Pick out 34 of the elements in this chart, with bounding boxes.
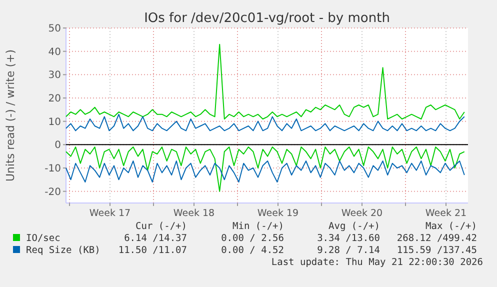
text: Last update: Thu May 21 22:00:30 2026: [271, 257, 484, 268]
text: Min (-/+): [232, 221, 284, 232]
x-tick-label: Week 17: [89, 208, 131, 219]
text: 0.00 / 4.52: [221, 245, 284, 256]
x-tick-label: Week 19: [257, 208, 299, 219]
line-series: [66, 44, 465, 120]
y-tick-label: 0: [54, 140, 61, 152]
text: Cur (-/+): [136, 221, 187, 232]
x-tick-label: Week 21: [425, 208, 467, 219]
y-tick-label: -20: [44, 186, 61, 198]
line-series: [66, 146, 465, 192]
chart-title: IOs for /dev/20c01-vg/root - by month: [144, 11, 390, 26]
text: 3.34 /13.60: [317, 233, 380, 244]
y-axis-title: Units read (-) / write (+): [4, 49, 17, 182]
legend-label: Req Size (KB): [26, 245, 100, 256]
text: 6.14 /14.37: [124, 233, 187, 244]
text: 115.59 /137.45: [396, 245, 477, 256]
text: 0.00 / 2.56: [221, 233, 284, 244]
text: 268.12 /499.42: [396, 233, 477, 244]
x-tick-label: Week 18: [173, 208, 215, 219]
text: Max (-/+): [426, 221, 477, 232]
text: Avg (-/+): [328, 221, 380, 232]
y-tick-label: -10: [44, 164, 61, 174]
y-tick-label: 50: [48, 24, 61, 34]
line-series: [66, 114, 465, 132]
line-series: [66, 160, 465, 182]
x-tick-label: Week 20: [341, 208, 383, 219]
text: 9.28 / 7.14: [317, 245, 380, 256]
y-tick-label: 40: [48, 46, 61, 58]
legend-label: IO/sec: [26, 233, 60, 244]
y-tick-label: 30: [48, 70, 61, 82]
y-tick-label: 10: [48, 116, 61, 128]
text: 11.50 /11.07: [118, 245, 187, 256]
y-tick-label: 20: [48, 94, 61, 104]
